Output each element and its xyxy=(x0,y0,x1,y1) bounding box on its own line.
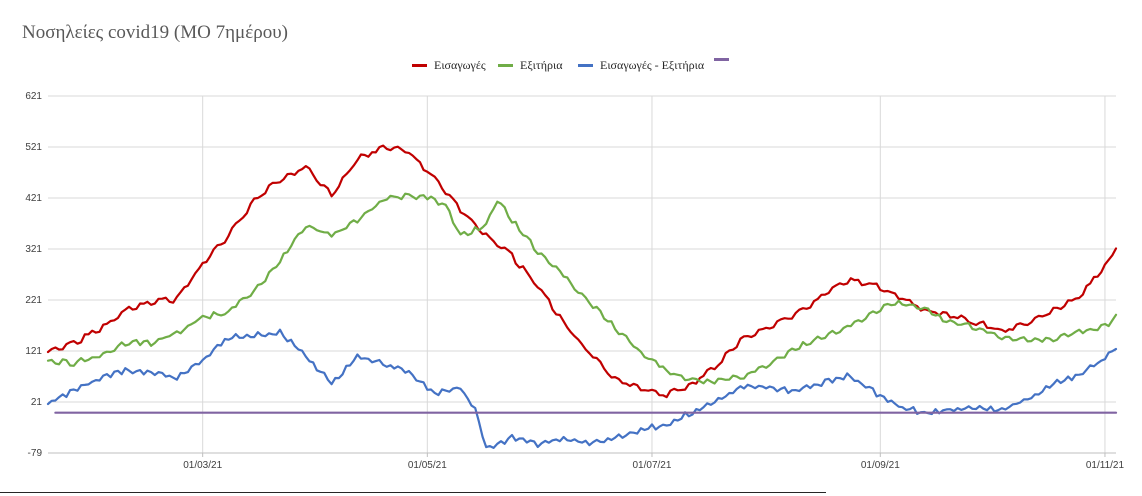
x-tick-label: 01/09/21 xyxy=(861,460,900,471)
y-tick-label: 21 xyxy=(31,397,43,408)
y-tick-label: 521 xyxy=(25,142,42,153)
y-tick-label: 221 xyxy=(25,295,42,306)
y-tick-label: 121 xyxy=(25,346,42,357)
series-line-2 xyxy=(46,192,1118,385)
bottom-divider xyxy=(0,492,826,493)
series-line-3 xyxy=(46,328,1118,449)
legend-label: Εισαγωγές - Εξιτήρια xyxy=(600,58,705,72)
chart-legend: Εισαγωγές Εξιτήρια Εισαγωγές - Εξιτήρια xyxy=(0,58,1142,78)
y-tick-label: 421 xyxy=(25,193,42,204)
legend-swatch xyxy=(578,64,593,67)
x-tick-label: 01/07/21 xyxy=(633,460,672,471)
x-tick-label: 01/03/21 xyxy=(183,460,222,471)
legend-item: Εισαγωγές xyxy=(412,58,486,73)
series-line-1 xyxy=(46,144,1118,399)
y-tick-label: -79 xyxy=(28,448,43,459)
legend-label: Εισαγωγές xyxy=(434,58,486,72)
legend-item xyxy=(714,58,736,61)
x-tick-label: 01/11/21 xyxy=(1086,460,1125,471)
y-tick-label: 621 xyxy=(25,91,42,102)
y-tick-label: 321 xyxy=(25,244,42,255)
legend-label: Εξιτήρια xyxy=(520,58,563,72)
x-tick-label: 01/05/21 xyxy=(408,460,447,471)
legend-swatch xyxy=(412,64,427,67)
legend-item: Εισαγωγές - Εξιτήρια xyxy=(578,58,704,73)
chart-title: Νοσηλείες covid19 (ΜΟ 7ημέρου) xyxy=(22,22,288,43)
legend-swatch xyxy=(498,64,513,67)
legend-item: Εξιτήρια xyxy=(498,58,563,73)
legend-swatch xyxy=(714,58,729,61)
